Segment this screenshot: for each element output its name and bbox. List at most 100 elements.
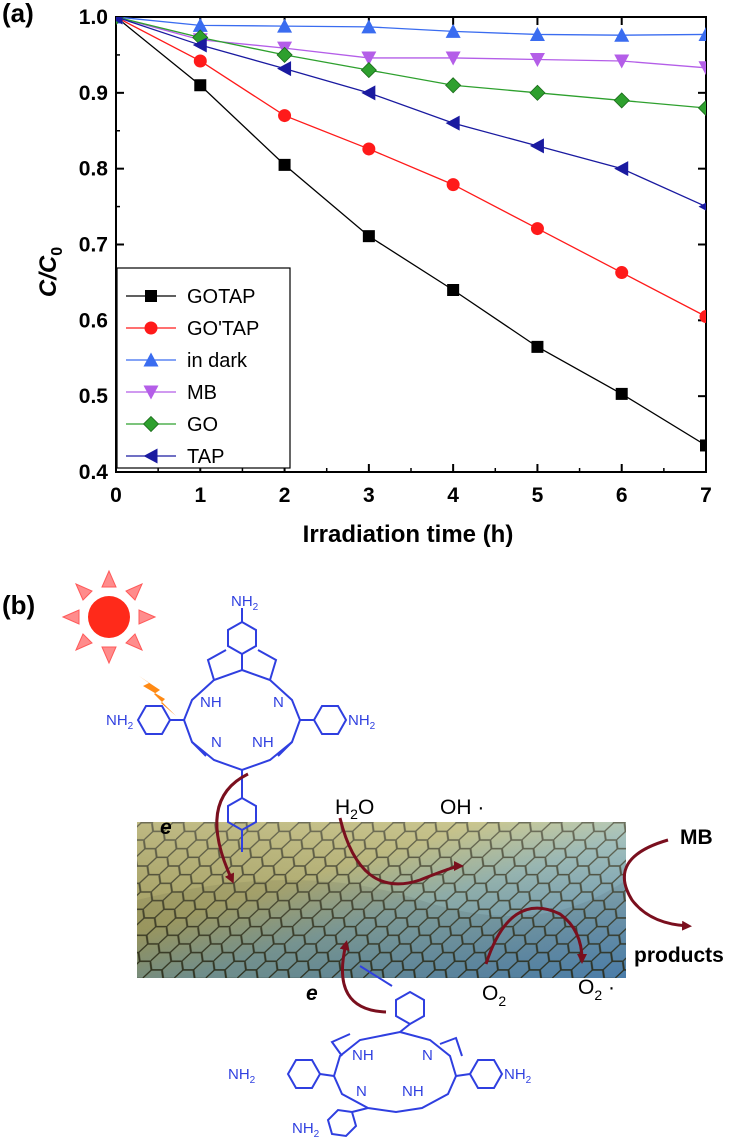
electron-arrow-bottom <box>339 940 387 1014</box>
y-axis-title-sub: 0 <box>49 247 66 256</box>
sun-icon <box>61 569 157 665</box>
data-point-gotap <box>194 79 207 92</box>
series-line-mb <box>116 17 706 69</box>
y-tick-label: 0.9 <box>79 82 108 105</box>
nh2-label: NH <box>231 593 253 610</box>
legend-item-in-dark: in dark <box>126 350 248 372</box>
legend-label: GO'TAP <box>187 318 259 340</box>
data-point-tap <box>192 37 207 53</box>
data-point-in-dark <box>445 23 461 38</box>
nh-label: NH <box>352 1047 374 1064</box>
electron-label-top: e <box>160 816 172 839</box>
x-tick-label: 0 <box>110 484 122 507</box>
data-point-gotap <box>362 230 375 243</box>
svg-text:NH2: NH2 <box>106 712 134 732</box>
x-tick-label: 1 <box>194 484 206 507</box>
data-point-go <box>360 62 377 79</box>
data-point-tap <box>529 138 544 154</box>
data-point-go <box>529 84 546 101</box>
x-axis-title: Irradiation time (h) <box>303 521 514 548</box>
data-point-go <box>445 77 462 94</box>
legend-item-go: GO <box>126 414 218 436</box>
nh2-sub: 2 <box>314 1129 320 1140</box>
data-point-mb <box>698 61 706 76</box>
data-point-gotap <box>531 340 544 353</box>
legend-marker <box>144 321 158 335</box>
n-label: N <box>356 1083 367 1100</box>
panel-a-label: (a) <box>2 0 34 28</box>
data-point-gotap <box>615 387 628 400</box>
svg-text:NH2: NH2 <box>504 1066 532 1086</box>
data-point-tap <box>698 202 706 211</box>
o2-label: O2 <box>482 982 506 1009</box>
data-point-go <box>613 92 630 109</box>
series-go-tap <box>116 17 706 324</box>
nh2-sub: 2 <box>526 1075 532 1086</box>
data-point-tap <box>277 61 292 77</box>
x-tick-label: 2 <box>279 484 291 507</box>
y-tick-label: 0.6 <box>79 309 108 332</box>
data-point-gotap <box>700 439 706 452</box>
nh-label: NH <box>200 694 222 711</box>
data-point-go-tap <box>446 178 460 192</box>
data-point-tap <box>361 85 376 101</box>
nh2-label: NH <box>504 1066 526 1083</box>
data-point-go <box>276 46 293 63</box>
svg-text:NH2: NH2 <box>292 1120 320 1140</box>
data-point-tap <box>445 115 460 131</box>
svg-text:NH2: NH2 <box>348 712 376 732</box>
legend-marker <box>143 448 158 464</box>
nh2-label: NH <box>348 712 370 729</box>
nh2-sub: 2 <box>250 1075 256 1086</box>
series-tap <box>116 17 706 211</box>
x-tick-label: 5 <box>532 484 544 507</box>
mb-label: MB <box>680 826 713 849</box>
legend-label: GOTAP <box>187 286 256 308</box>
mb-degradation-arrow <box>622 838 692 931</box>
legend-label: MB <box>187 382 217 404</box>
x-tick-label: 7 <box>700 484 712 507</box>
o2-reduction-arrow <box>484 906 587 965</box>
series-line-tap <box>116 17 706 208</box>
y-tick-label: 0.7 <box>79 234 108 257</box>
nh2-sub: 2 <box>128 721 134 732</box>
products-label: products <box>634 944 724 967</box>
porphyrin-bottom <box>286 965 504 1138</box>
x-tick-label: 3 <box>363 484 375 507</box>
nh-label: NH <box>252 734 274 751</box>
h2o-to-oh-arrow <box>338 817 464 886</box>
o2-radical-label: O2 · <box>578 976 615 1003</box>
n-label: N <box>211 734 222 751</box>
n-label: N <box>273 694 284 711</box>
data-point-go-tap <box>699 310 706 324</box>
porphyrin-top-labels: NH2 NH2 NH2 NH N N NH <box>106 593 376 751</box>
series-line-go-tap <box>116 17 706 318</box>
series-gotap <box>116 17 706 452</box>
panel-b-label: (b) <box>2 590 35 620</box>
legend-item-mb: MB <box>126 382 217 404</box>
h2o-label: H2O <box>335 796 374 822</box>
graphene-sheet <box>137 822 626 978</box>
data-point-gotap <box>447 284 460 296</box>
legend-marker <box>143 352 159 367</box>
x-tick-label: 6 <box>616 484 628 507</box>
oh-radical-label: OH · <box>440 796 484 819</box>
y-tick-label: 0.5 <box>79 385 109 408</box>
svg-text:NH2: NH2 <box>231 593 259 613</box>
data-point-tap <box>116 17 123 25</box>
series-line-go <box>116 17 706 109</box>
y-axis-title: C/C0 <box>35 247 66 297</box>
svg-text:C/C0: C/C0 <box>35 247 66 297</box>
nh2-label: NH <box>228 1066 250 1083</box>
y-axis-ticks: 0.4 0.5 0.6 0.7 0.8 0.9 1.0 <box>79 6 706 484</box>
legend-item-go-tap: GO'TAP <box>126 318 259 340</box>
nh2-sub: 2 <box>253 602 259 613</box>
data-point-mb <box>361 51 377 66</box>
series-line-gotap <box>116 17 706 447</box>
data-point-gotap <box>278 158 291 171</box>
data-point-go <box>697 99 706 117</box>
legend-item-gotap: GOTAP <box>126 286 256 308</box>
y-tick-label: 0.8 <box>79 158 109 181</box>
